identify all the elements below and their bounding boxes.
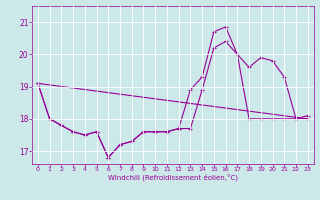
X-axis label: Windchill (Refroidissement éolien,°C): Windchill (Refroidissement éolien,°C) xyxy=(108,174,238,181)
